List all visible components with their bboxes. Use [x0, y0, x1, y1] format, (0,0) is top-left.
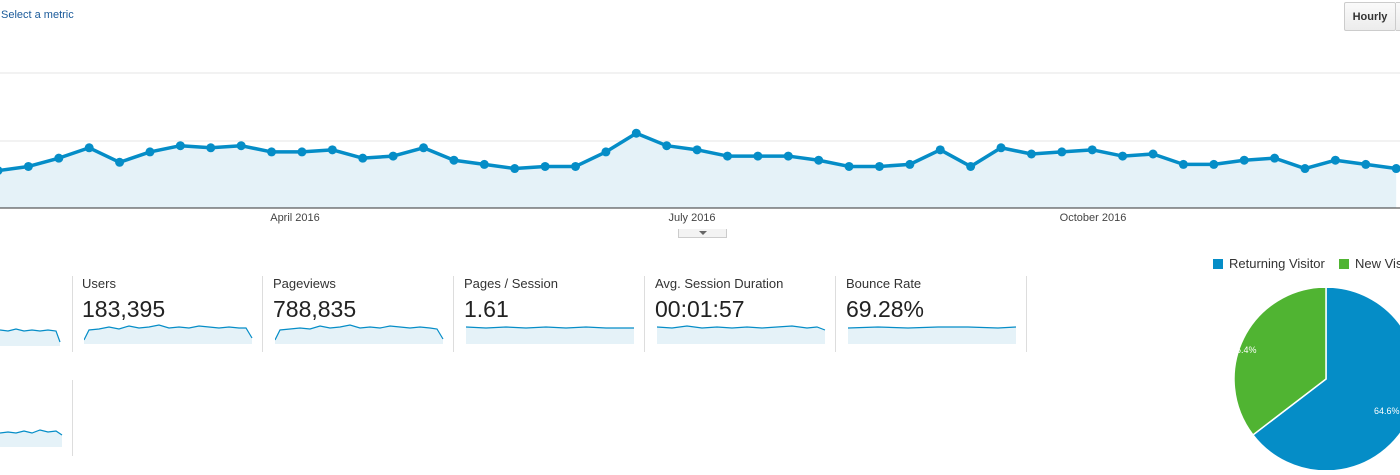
data-point — [844, 161, 854, 171]
data-point — [692, 145, 702, 155]
x-tick-april: April 2016 — [270, 212, 320, 224]
data-point — [388, 151, 398, 161]
metric-users[interactable]: Users 183,395 — [82, 276, 262, 354]
data-point — [1361, 159, 1371, 169]
data-point — [1270, 153, 1280, 163]
hourly-button[interactable]: Hourly — [1344, 2, 1396, 31]
data-point — [814, 155, 824, 165]
pie-label-new: 35.4% — [1231, 345, 1257, 355]
metric-divider — [835, 276, 836, 352]
pie-svg — [1233, 286, 1400, 472]
day-button[interactable] — [1396, 2, 1400, 31]
metric-label: Pages / Session — [464, 276, 558, 291]
data-point — [996, 143, 1006, 153]
data-point — [722, 151, 732, 161]
data-point — [1391, 164, 1400, 174]
visitor-type-pie: 35.4% 64.6% — [1231, 286, 1400, 475]
pie-slice-new — [1233, 286, 1327, 436]
metric-label: Pageviews — [273, 276, 336, 291]
x-tick-october: October 2016 — [1059, 212, 1127, 224]
sessions-line-chart — [0, 72, 1400, 209]
data-point — [631, 128, 641, 138]
data-point — [1148, 149, 1158, 159]
metric-value: 1.61 — [464, 296, 509, 322]
chevron-down-icon — [698, 231, 707, 235]
data-point — [753, 151, 763, 161]
data-point — [297, 147, 307, 157]
data-point — [54, 153, 64, 163]
data-point — [1330, 155, 1340, 165]
series-area — [0, 133, 1397, 208]
pages-session-sparkline — [466, 326, 634, 344]
legend-swatch — [1213, 258, 1223, 269]
metric-value: 183,395 — [82, 296, 166, 322]
metric-value: 00:01:57 — [655, 296, 745, 322]
data-point — [23, 161, 33, 171]
metric-value: 69.28% — [846, 296, 925, 322]
data-point — [358, 153, 368, 163]
metric-divider — [72, 276, 73, 352]
data-point — [479, 159, 489, 169]
metric-pageviews[interactable]: Pageviews 788,835 — [273, 276, 453, 354]
data-point — [115, 157, 125, 167]
metric-divider — [644, 276, 645, 352]
pie-label-returning: 64.6% — [1374, 406, 1400, 416]
metric-divider — [72, 380, 73, 456]
data-point — [1209, 159, 1219, 169]
data-point — [267, 147, 277, 157]
data-point — [662, 141, 672, 151]
metric-label: Avg. Session Duration — [655, 276, 784, 291]
pageviews-sparkline — [275, 324, 444, 344]
legend-label: Returning Visitor — [1229, 256, 1325, 271]
metric-pages-per-session[interactable]: Pages / Session 1.61 — [464, 276, 644, 354]
metric-bounce-rate[interactable]: Bounce Rate 69.28% — [846, 276, 1026, 354]
data-point — [540, 161, 550, 171]
data-point — [966, 161, 976, 171]
metric-label: Bounce Rate — [846, 276, 922, 291]
data-point — [1057, 147, 1067, 157]
data-point — [601, 147, 611, 157]
data-point — [449, 155, 459, 165]
users-sparkline — [84, 324, 253, 344]
legend-returning-visitor: Returning Visitor — [1213, 256, 1325, 271]
data-point — [0, 166, 3, 175]
second-row-sparkline-partial — [0, 429, 63, 447]
data-point — [905, 159, 915, 169]
data-point — [783, 151, 793, 161]
legend-new-visitor: New Visitor — [1339, 256, 1400, 271]
data-point — [571, 161, 581, 171]
bounce-rate-sparkline — [848, 326, 1017, 344]
metric-label: Users — [82, 276, 116, 291]
data-point — [1118, 151, 1128, 161]
select-metric-link[interactable]: Select a metric — [1, 9, 74, 21]
data-point — [1300, 164, 1310, 174]
data-point — [175, 141, 185, 151]
data-point — [1087, 145, 1097, 155]
data-point — [510, 164, 520, 174]
metric-divider — [1026, 276, 1027, 352]
collapse-chart-handle[interactable] — [678, 229, 727, 238]
legend-label: New Visitor — [1355, 256, 1400, 271]
data-point — [236, 141, 246, 151]
data-point — [1178, 159, 1188, 169]
data-point — [1026, 149, 1036, 159]
x-tick-july: July 2016 — [668, 212, 716, 224]
sessions-sparkline-partial — [0, 328, 61, 346]
legend-swatch — [1339, 258, 1349, 269]
data-point — [206, 143, 216, 153]
data-point — [1239, 155, 1249, 165]
data-point — [145, 147, 155, 157]
metric-avg-session-duration[interactable]: Avg. Session Duration 00:01:57 — [655, 276, 835, 354]
data-point — [935, 145, 945, 155]
duration-sparkline — [657, 325, 826, 344]
metric-value: 788,835 — [273, 296, 357, 322]
metric-divider — [262, 276, 263, 352]
metric-divider — [453, 276, 454, 352]
data-point — [84, 143, 94, 153]
data-point — [327, 145, 337, 155]
data-point — [419, 143, 429, 153]
data-point — [874, 161, 884, 171]
